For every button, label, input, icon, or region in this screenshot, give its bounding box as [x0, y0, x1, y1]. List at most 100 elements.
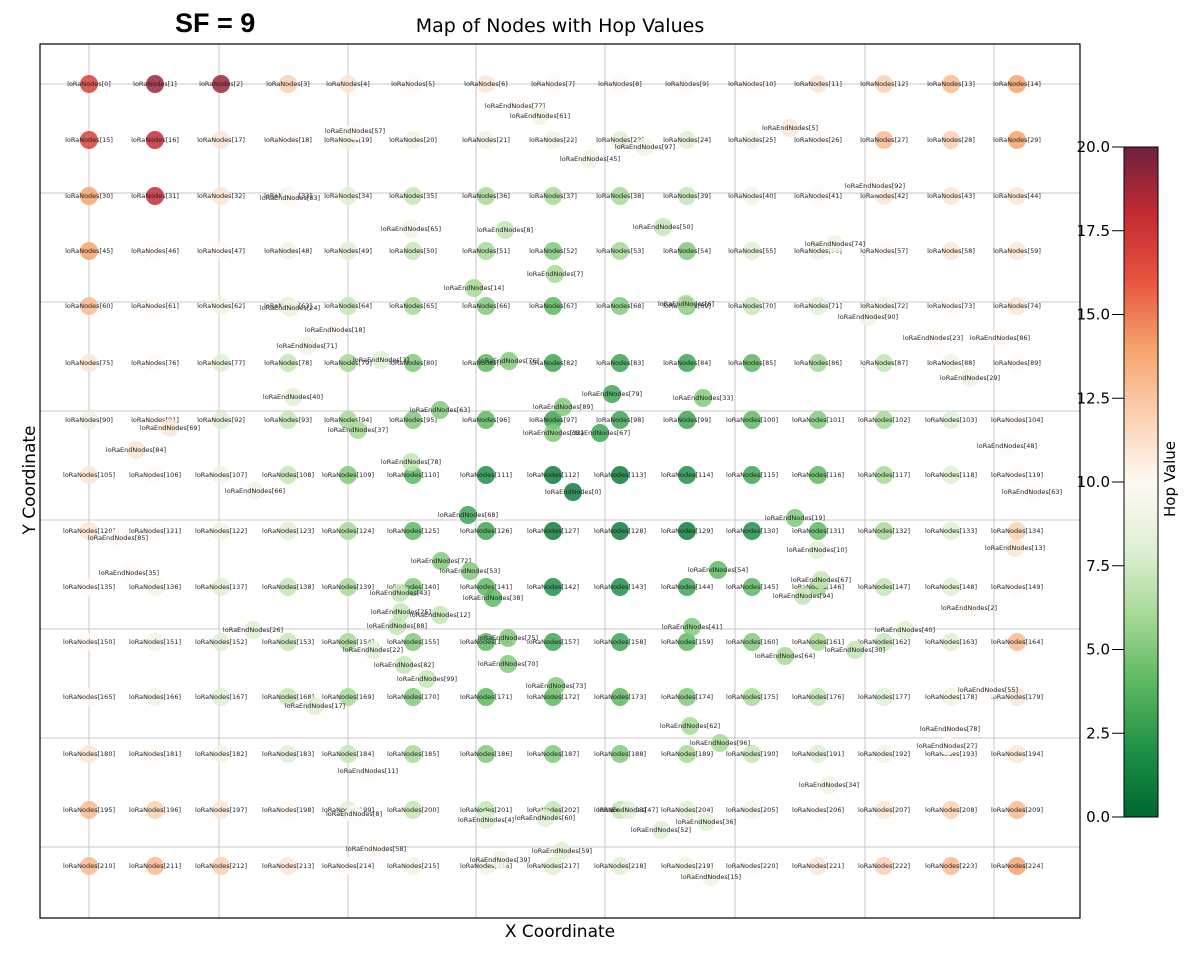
gateway-node-label: loRaNodes[103]: [925, 416, 977, 424]
gateway-node-label: loRaNodes[25]: [728, 136, 776, 144]
gateway-node-label: loRaNodes[178]: [925, 693, 977, 701]
gateway-node-label: loRaNodes[97]: [529, 416, 577, 424]
end-node-label: loRaEndNodes[76]: [479, 357, 539, 365]
gateway-node-label: loRaNodes[87]: [860, 359, 908, 367]
gateway-node-point: [544, 75, 562, 93]
gateway-node-point: [80, 187, 98, 205]
gateway-node-point: [875, 242, 893, 260]
gateway-node-label: loRaNodes[84]: [663, 359, 711, 367]
gateway-node-label: loRaNodes[157]: [527, 638, 579, 646]
gateway-node-label: loRaNodes[161]: [792, 638, 844, 646]
gateway-node-point: [80, 242, 98, 260]
gateway-node-label: loRaNodes[163]: [925, 638, 977, 646]
gateway-node-label: loRaNodes[100]: [726, 416, 778, 424]
gateway-node-point: [80, 633, 98, 651]
gateway-node-label: loRaNodes[144]: [661, 583, 713, 591]
gateway-node-label: loRaNodes[148]: [925, 583, 977, 591]
end-node-label: loRaEndNodes[54]: [688, 566, 748, 574]
gateway-node-label: loRaNodes[70]: [728, 302, 776, 310]
end-node-label: loRaEndNodes[69]: [140, 424, 200, 432]
gateway-node-label: loRaNodes[51]: [462, 247, 510, 255]
gateway-node-label: loRaNodes[32]: [197, 192, 245, 200]
gateway-node-point: [279, 354, 297, 372]
gateway-node-label: loRaNodes[169]: [322, 693, 374, 701]
gateway-node-label: loRaNodes[13]: [927, 80, 975, 88]
gateway-node-label: loRaNodes[128]: [594, 527, 646, 535]
gateway-node-label: loRaNodes[173]: [594, 693, 646, 701]
gateway-node-label: loRaNodes[145]: [726, 583, 778, 591]
gateway-node-point: [809, 633, 827, 651]
gateway-node-point: [1008, 242, 1026, 260]
gateway-node-label: loRaNodes[74]: [993, 302, 1041, 310]
gateway-node-point: [404, 242, 422, 260]
gateway-node-point: [212, 411, 230, 429]
gateway-node-label: loRaNodes[6]: [464, 80, 508, 88]
gateway-node-label: loRaNodes[116]: [792, 471, 844, 479]
end-node-label: loRaEndNodes[2]: [941, 604, 997, 612]
gateway-node-point: [942, 75, 960, 93]
end-node-label: loRaEndNodes[67]: [570, 429, 630, 437]
gateway-node-point: [279, 411, 297, 429]
end-node-point: [681, 717, 699, 735]
end-node-label: loRaEndNodes[33]: [673, 394, 733, 402]
end-node-label: loRaEndNodes[55]: [958, 686, 1018, 694]
gateway-node-label: loRaNodes[115]: [726, 471, 778, 479]
end-node-label: loRaEndNodes[71]: [277, 342, 337, 350]
gateway-node-label: loRaNodes[181]: [129, 750, 181, 758]
colorbar: 0.0 2.5 5.0 7.5 10.0 12.5 15.0 17.5 20.0: [1077, 138, 1159, 826]
gateway-node-point: [743, 801, 761, 819]
end-node-point: [1006, 539, 1024, 557]
end-node-label: loRaEndNodes[25]: [371, 608, 431, 616]
gateway-node-label: loRaNodes[50]: [389, 247, 437, 255]
gateway-node-label: loRaNodes[67]: [529, 302, 577, 310]
end-node-point: [991, 329, 1009, 347]
gateway-node-point: [678, 354, 696, 372]
gateway-node-point: [544, 745, 562, 763]
end-node-label: loRaEndNodes[30]: [825, 646, 885, 654]
gateway-node-point: [339, 242, 357, 260]
gateway-node-label: loRaNodes[215]: [387, 862, 439, 870]
colorbar-tick-label: 7.5: [1086, 557, 1110, 575]
gateway-node-label: loRaNodes[119]: [991, 471, 1043, 479]
gateway-node-label: loRaNodes[183]: [262, 750, 314, 758]
gateway-node-label: loRaNodes[88]: [927, 359, 975, 367]
gateway-node-label: loRaNodes[150]: [63, 638, 115, 646]
gateway-node-point: [1008, 466, 1026, 484]
end-node-point: [859, 308, 877, 326]
gateway-node-point: [743, 411, 761, 429]
end-node-label: loRaEndNodes[26]: [223, 626, 283, 634]
gateway-node-label: loRaNodes[137]: [195, 583, 247, 591]
end-node-point: [109, 529, 127, 547]
gateway-node-label: loRaNodes[127]: [527, 527, 579, 535]
gateway-node-point: [743, 522, 761, 540]
gateway-node-label: loRaNodes[206]: [792, 806, 844, 814]
gateway-node-label: loRaNodes[62]: [197, 302, 245, 310]
end-node-label: loRaEndNodes[41]: [662, 623, 722, 631]
colorbar-tick-label: 12.5: [1077, 389, 1110, 407]
end-node-label: loRaEndNodes[78]: [381, 458, 441, 466]
end-node-point: [960, 599, 978, 617]
gateway-node-point: [942, 411, 960, 429]
end-node-label: loRaEndNodes[47]: [598, 806, 658, 814]
end-node-label: loRaEndNodes[40]: [875, 626, 935, 634]
gateway-node-label: loRaNodes[61]: [131, 302, 179, 310]
gateway-node-point: [1008, 801, 1026, 819]
gateway-node-point: [212, 688, 230, 706]
end-node-point: [531, 107, 549, 125]
end-node-label: loRaEndNodes[68]: [438, 511, 498, 519]
end-node-label: loRaEndNodes[40]: [263, 393, 323, 401]
end-node-label: loRaEndNodes[63]: [410, 406, 470, 414]
gateway-node-point: [743, 187, 761, 205]
gateway-node-point: [339, 578, 357, 596]
gateway-node-point: [339, 522, 357, 540]
end-node-label: loRaEndNodes[19]: [765, 514, 825, 522]
gateway-node-point: [146, 688, 164, 706]
end-node-point: [161, 419, 179, 437]
gateway-node-point: [1008, 411, 1026, 429]
gateway-node-point: [477, 242, 495, 260]
gateway-node-point: [404, 297, 422, 315]
gateway-node-label: loRaNodes[196]: [129, 806, 181, 814]
gateway-node-point: [212, 297, 230, 315]
gateway-node-point: [678, 578, 696, 596]
gateway-node-point: [743, 131, 761, 149]
